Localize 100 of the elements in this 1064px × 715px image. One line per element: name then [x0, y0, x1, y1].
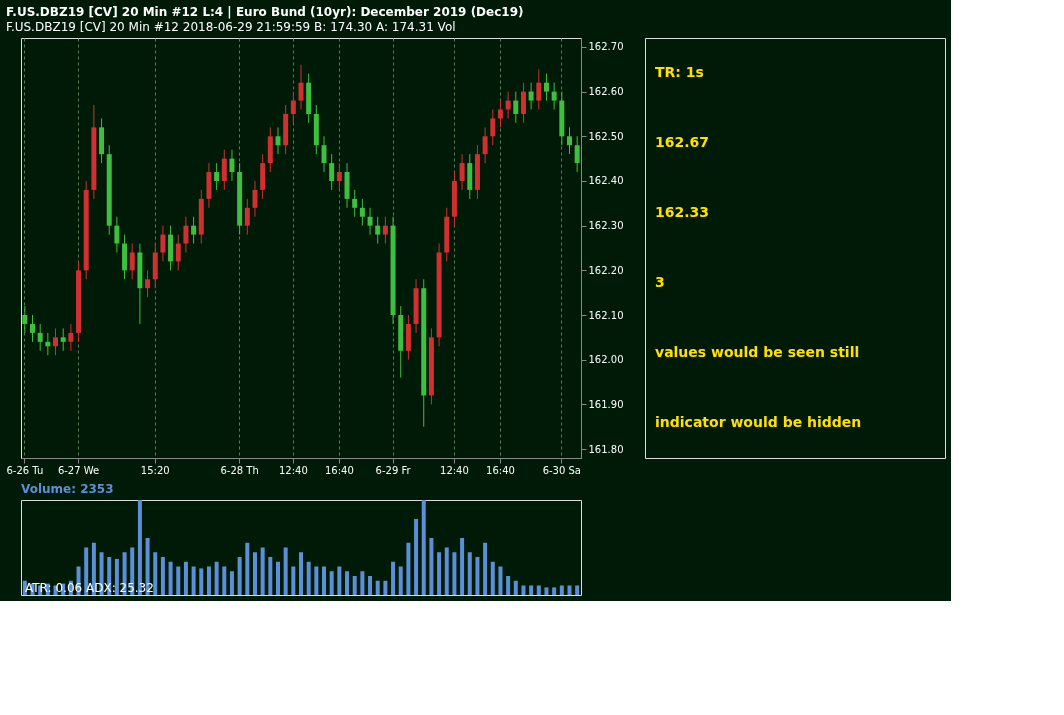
bar	[398, 566, 403, 595]
candlestick	[114, 216, 120, 253]
candlestick	[60, 327, 66, 352]
candlestick	[183, 216, 189, 253]
candlestick	[543, 73, 549, 102]
y-tick-label: 162.70	[588, 41, 624, 53]
bar	[229, 571, 234, 595]
candlestick	[290, 91, 296, 124]
candlestick	[22, 305, 28, 334]
bar	[391, 561, 396, 595]
candlestick	[382, 216, 388, 245]
x-tick-label: 12:40	[278, 464, 308, 476]
bar	[559, 585, 564, 595]
y-tick-label: 162.20	[588, 264, 624, 276]
candlestick	[221, 149, 227, 191]
candlestick	[536, 68, 542, 110]
bar	[552, 587, 557, 595]
bar	[160, 557, 165, 595]
candlestick	[490, 108, 496, 146]
bar	[314, 566, 319, 595]
bar	[322, 566, 327, 595]
bar	[521, 585, 526, 595]
bar	[337, 566, 342, 595]
bar	[245, 542, 250, 595]
candlestick	[145, 269, 151, 298]
candlestick	[520, 82, 526, 124]
candlestick	[375, 216, 381, 245]
y-tick-label: 162.10	[588, 309, 624, 321]
bar	[345, 571, 350, 595]
x-tick-label: 6-27 We	[57, 464, 100, 476]
x-tick-label: 6-30 Sa	[542, 464, 581, 476]
bar	[536, 585, 541, 595]
candlestick	[482, 126, 488, 164]
candlestick	[275, 126, 281, 155]
bar	[575, 585, 580, 595]
chart-title: F.US.DBZ19 [CV] 20 Min #12 L:4 | Euro Bund (10yr): December 2019 (Dec19)	[5, 5, 524, 19]
candlestick	[68, 323, 74, 352]
candlestick	[551, 82, 557, 110]
bar	[460, 538, 465, 595]
bar	[429, 538, 434, 595]
candlestick	[129, 243, 135, 280]
bar	[567, 585, 572, 595]
bar	[153, 552, 158, 595]
bar	[483, 542, 488, 595]
bar	[513, 580, 518, 595]
candlestick	[367, 207, 373, 236]
y-tick-label: 161.90	[588, 398, 624, 410]
y-tick-label: 162.50	[588, 130, 624, 142]
bar	[544, 587, 549, 595]
bar	[452, 552, 457, 595]
candlestick	[214, 162, 220, 191]
y-tick-label: 162.60	[588, 86, 624, 98]
candlestick	[160, 225, 166, 262]
candlestick	[352, 189, 358, 218]
bar	[329, 571, 334, 595]
text: 3	[655, 274, 665, 290]
y-tick-label: 162.30	[588, 220, 624, 232]
candlestick	[229, 149, 235, 182]
x-tick-label: 15:20	[140, 464, 170, 476]
bar	[475, 557, 480, 595]
bar	[437, 552, 442, 595]
text: indicator would be hidden	[655, 414, 862, 430]
bar	[114, 558, 119, 595]
x-tick-label: 6-28 Th	[220, 464, 259, 476]
bar	[406, 542, 411, 595]
candlestick	[336, 162, 342, 191]
candlestick	[528, 82, 534, 110]
text: 162.67	[655, 134, 710, 150]
candlestick	[566, 126, 572, 155]
x-tick-label: 6-29 Fr	[375, 464, 412, 476]
bar	[498, 566, 503, 595]
candlestick	[459, 153, 465, 191]
bar	[183, 561, 188, 595]
bar	[352, 576, 357, 595]
text: 162.33	[655, 204, 710, 220]
bar	[375, 580, 380, 595]
chart-subtitle: F.US.DBZ19 [CV] 20 Min #12 2018-06-29 21:59:59 B: 174.30 A: 174.31 Vol	[5, 20, 456, 34]
candlestick	[37, 323, 43, 352]
bar	[176, 566, 181, 595]
candlestick	[329, 153, 335, 191]
bar	[383, 580, 388, 595]
bar	[306, 561, 311, 595]
bar	[206, 566, 211, 595]
candlestick	[30, 314, 36, 343]
bar	[490, 561, 495, 595]
annotation: ATR: 0.06 ADX: 25.32	[25, 581, 154, 595]
candlestick	[298, 64, 304, 110]
bar	[467, 552, 472, 595]
bar	[168, 561, 173, 595]
bar	[506, 576, 511, 595]
bar	[275, 561, 280, 595]
candlestick	[321, 135, 327, 173]
candlestick	[497, 100, 503, 128]
candlestick	[574, 135, 580, 173]
bar	[283, 547, 288, 595]
text: values would be seen still	[655, 344, 860, 360]
x-tick-label: 12:40	[440, 464, 469, 476]
candlestick	[53, 327, 59, 356]
y-tick-label: 161.80	[588, 443, 624, 455]
bar	[368, 576, 373, 595]
